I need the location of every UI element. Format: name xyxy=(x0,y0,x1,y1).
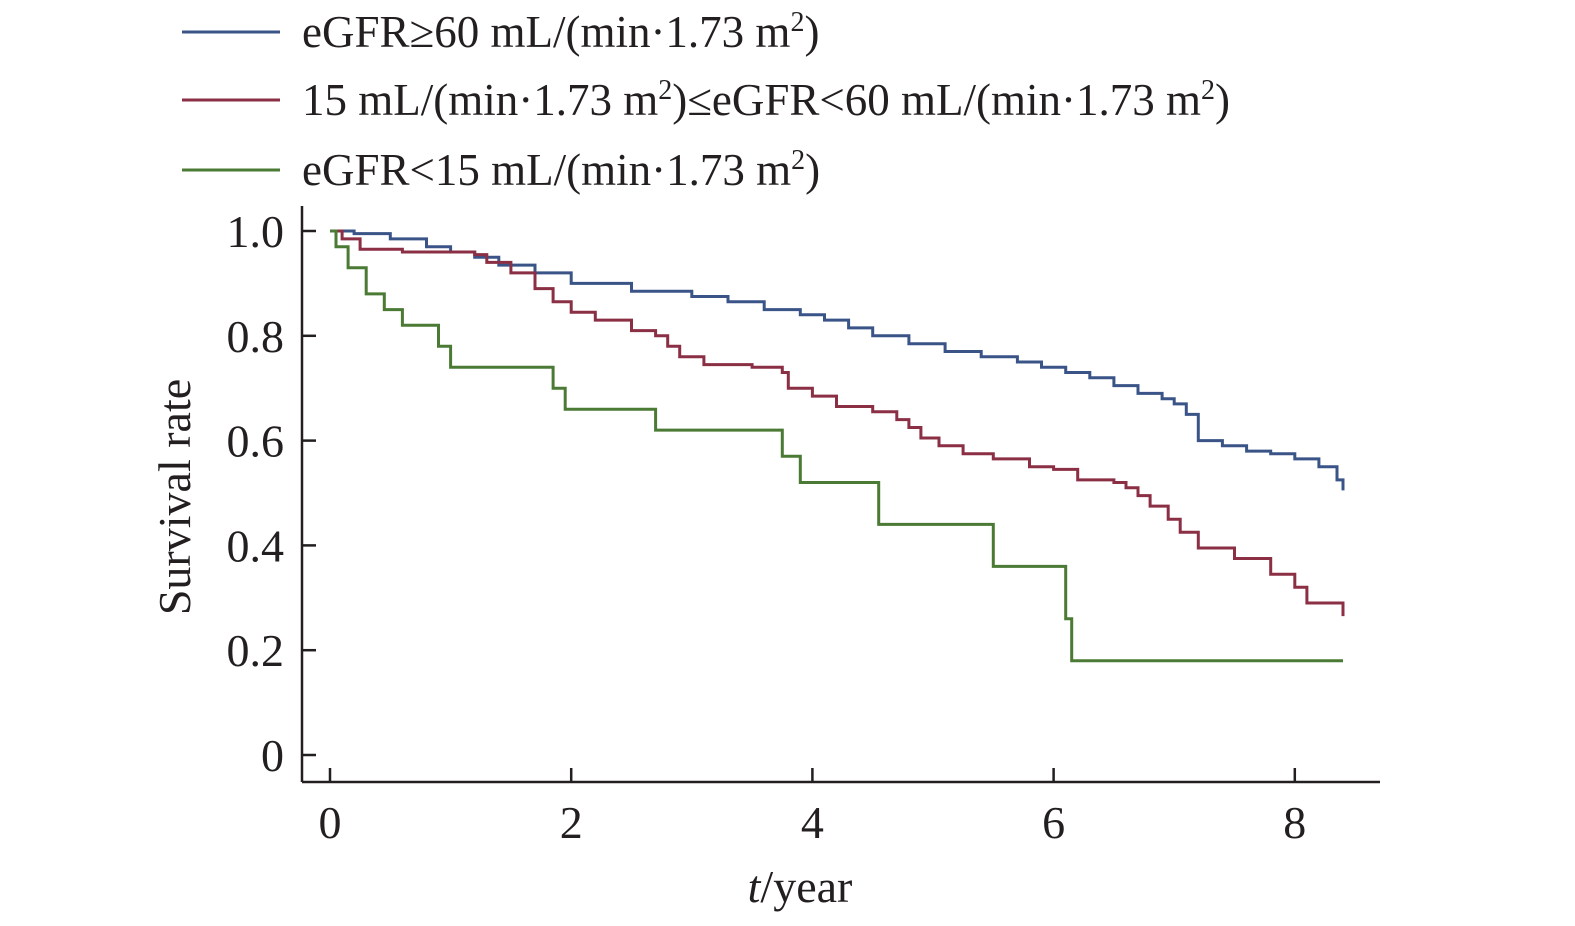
y-tick-label: 0.2 xyxy=(227,625,285,676)
y-tick-label: 0 xyxy=(261,730,284,781)
legend-label-3: eGFR<15 mL/(min·1.73 m2) xyxy=(302,145,820,195)
x-tick-label: 6 xyxy=(1042,797,1065,848)
legend-label-2: 15 mL/(min·1.73 m2)≤eGFR<60 mL/(min·1.73… xyxy=(302,75,1230,125)
x-tick-label: 8 xyxy=(1283,797,1306,848)
series-line-2 xyxy=(330,229,1345,617)
y-tick-label: 0.6 xyxy=(227,416,285,467)
y-tick-label: 1.0 xyxy=(227,206,285,257)
x-axis-label-var: t xyxy=(748,861,762,912)
axes: 0 0.2 0.4 0.6 0.8 1.0 0 2 4 6 8 xyxy=(227,206,1380,848)
series-group xyxy=(330,229,1345,663)
y-axis-label: Survival rate xyxy=(149,379,200,615)
y-tick-label: 0.4 xyxy=(227,520,285,571)
x-tick-label: 4 xyxy=(801,797,824,848)
legend-label-1: eGFR≥60 mL/(min·1.73 m2) xyxy=(302,7,819,57)
y-tick-label: 0.8 xyxy=(227,311,285,362)
x-tick-label: 2 xyxy=(560,797,583,848)
x-axis-label: t/year xyxy=(748,861,853,912)
legend: eGFR≥60 mL/(min·1.73 m2) 15 mL/(min·1.73 … xyxy=(182,7,1230,195)
x-tick-label: 0 xyxy=(319,797,342,848)
x-axis-label-unit: /year xyxy=(760,861,852,912)
series-line-3 xyxy=(330,229,1343,663)
series-line-1 xyxy=(330,229,1345,491)
